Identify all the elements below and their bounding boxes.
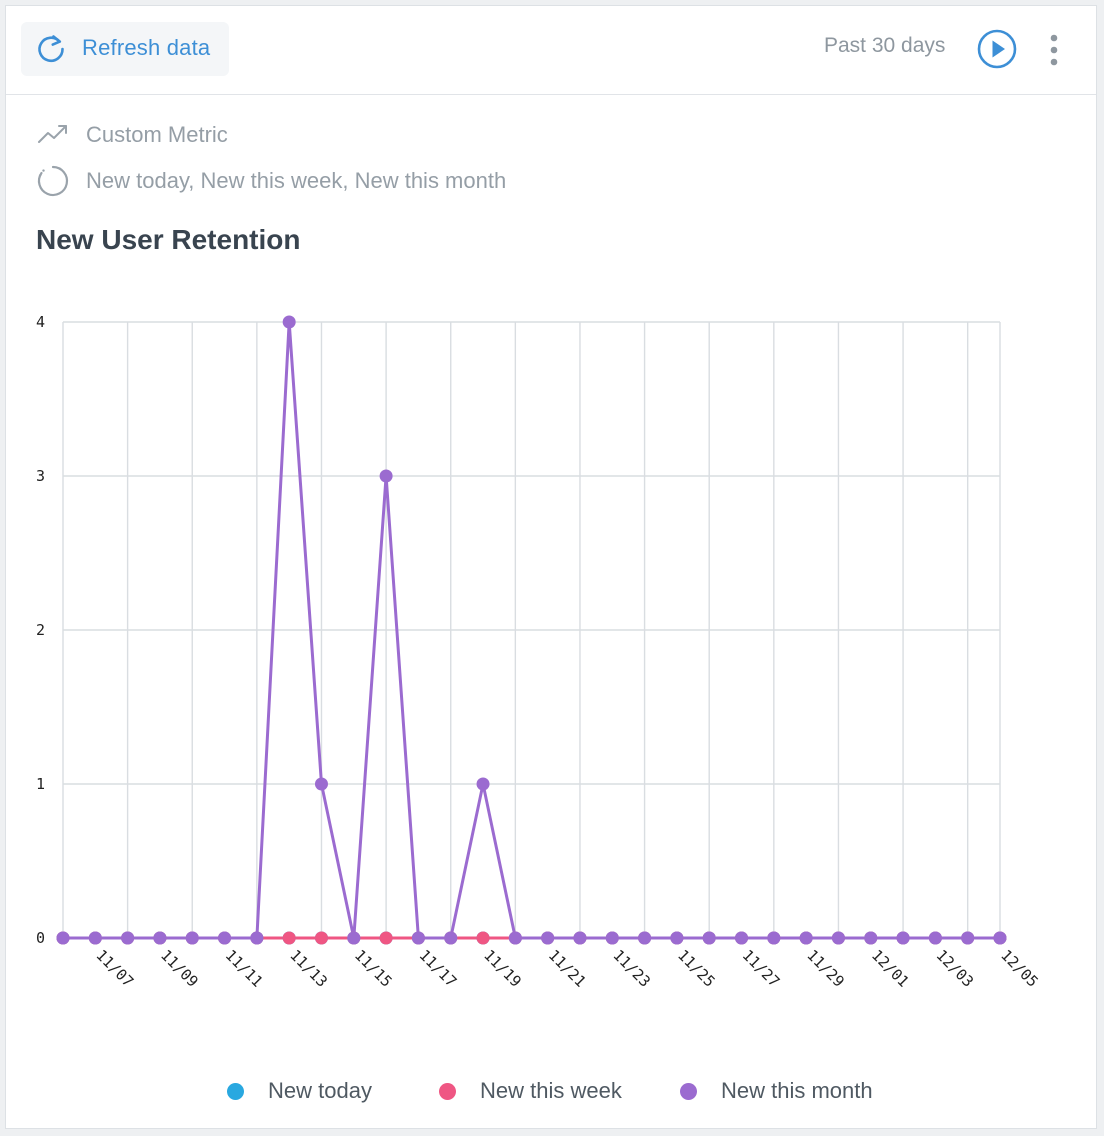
series-summary-row: New today, New this week, New this month bbox=[36, 165, 507, 197]
metric-type-label: Custom Metric bbox=[86, 122, 228, 147]
play-circle-icon[interactable] bbox=[977, 29, 1017, 69]
data-point bbox=[476, 777, 490, 791]
data-point bbox=[541, 931, 555, 945]
y-tick-label: 1 bbox=[36, 775, 45, 793]
data-point bbox=[121, 931, 135, 945]
data-point bbox=[508, 931, 522, 945]
legend-item-new-today[interactable]: New today bbox=[227, 1074, 372, 1108]
data-point bbox=[314, 931, 328, 945]
refresh-button[interactable]: Refresh data bbox=[21, 22, 229, 76]
data-point bbox=[379, 469, 393, 483]
legend-swatch bbox=[680, 1082, 697, 1100]
data-point bbox=[735, 931, 749, 945]
data-point bbox=[476, 931, 490, 945]
legend-swatch bbox=[227, 1082, 244, 1100]
x-tick-label: 11/15 bbox=[351, 946, 396, 991]
data-point bbox=[314, 777, 328, 791]
data-point bbox=[282, 315, 296, 329]
x-tick-label: 11/23 bbox=[609, 946, 654, 991]
data-point bbox=[379, 931, 393, 945]
data-point bbox=[831, 931, 845, 945]
data-point bbox=[767, 931, 781, 945]
data-point bbox=[88, 931, 102, 945]
x-tick-label: 11/07 bbox=[92, 946, 137, 991]
x-tick-label: 11/17 bbox=[416, 946, 461, 991]
y-tick-label: 3 bbox=[36, 467, 45, 485]
y-tick-label: 0 bbox=[36, 929, 45, 947]
more-vertical-icon[interactable] bbox=[1044, 32, 1064, 68]
x-tick-label: 12/05 bbox=[997, 946, 1042, 991]
legend-label: New today bbox=[268, 1078, 372, 1103]
x-tick-label: 11/29 bbox=[803, 946, 848, 991]
x-tick-label: 12/01 bbox=[868, 946, 913, 991]
data-point bbox=[799, 931, 813, 945]
legend-item-new-this-week[interactable]: New this week bbox=[439, 1074, 622, 1108]
time-range-label[interactable]: Past 30 days bbox=[824, 34, 946, 57]
legend-label: New this month bbox=[721, 1078, 873, 1103]
data-point bbox=[993, 931, 1007, 945]
data-point bbox=[444, 931, 458, 945]
x-tick-label: 11/25 bbox=[674, 946, 719, 991]
data-point bbox=[153, 931, 167, 945]
data-point bbox=[702, 931, 716, 945]
data-point bbox=[218, 931, 232, 945]
data-point bbox=[928, 931, 942, 945]
loading-ring-icon bbox=[37, 165, 69, 197]
refresh-button-label: Refresh data bbox=[82, 35, 211, 60]
y-tick-label: 4 bbox=[36, 313, 45, 331]
card-toolbar: Refresh data Past 30 days bbox=[6, 6, 1096, 95]
x-tick-label: 11/09 bbox=[157, 946, 202, 991]
line-chart: 0 1 2 3 4 11/07 11/09 11/11 11/13 11/15 11/17 11/19… bbox=[36, 313, 1042, 991]
data-point bbox=[573, 931, 587, 945]
trend-up-icon bbox=[38, 125, 67, 143]
legend-item-new-this-month[interactable]: New this month bbox=[680, 1074, 873, 1108]
series-summary-label: New today, New this week, New this month bbox=[86, 168, 507, 193]
refresh-icon bbox=[38, 35, 64, 62]
data-point bbox=[605, 931, 619, 945]
data-point bbox=[961, 931, 975, 945]
data-point bbox=[185, 931, 199, 945]
chart-title: New User Retention bbox=[36, 224, 301, 255]
x-tick-label: 11/21 bbox=[545, 946, 590, 991]
y-tick-label: 2 bbox=[36, 621, 45, 639]
data-point bbox=[56, 931, 70, 945]
data-point bbox=[347, 931, 361, 945]
legend-swatch bbox=[439, 1082, 456, 1100]
metric-card: Refresh data Past 30 days Custom Metric … bbox=[5, 5, 1097, 1129]
data-point bbox=[638, 931, 652, 945]
x-tick-label: 11/19 bbox=[480, 946, 525, 991]
metric-type-row: Custom Metric bbox=[36, 120, 228, 150]
x-tick-label: 11/13 bbox=[286, 946, 331, 991]
data-point bbox=[670, 931, 684, 945]
data-point bbox=[282, 931, 296, 945]
legend-label: New this week bbox=[480, 1078, 622, 1103]
x-tick-label: 11/27 bbox=[739, 946, 784, 991]
x-tick-label: 11/11 bbox=[222, 946, 267, 991]
chart-legend: New today New this week New this month bbox=[6, 1074, 1096, 1108]
data-point bbox=[896, 931, 910, 945]
data-point bbox=[411, 931, 425, 945]
data-point bbox=[864, 931, 878, 945]
x-tick-label: 12/03 bbox=[933, 946, 978, 991]
data-point bbox=[250, 931, 264, 945]
